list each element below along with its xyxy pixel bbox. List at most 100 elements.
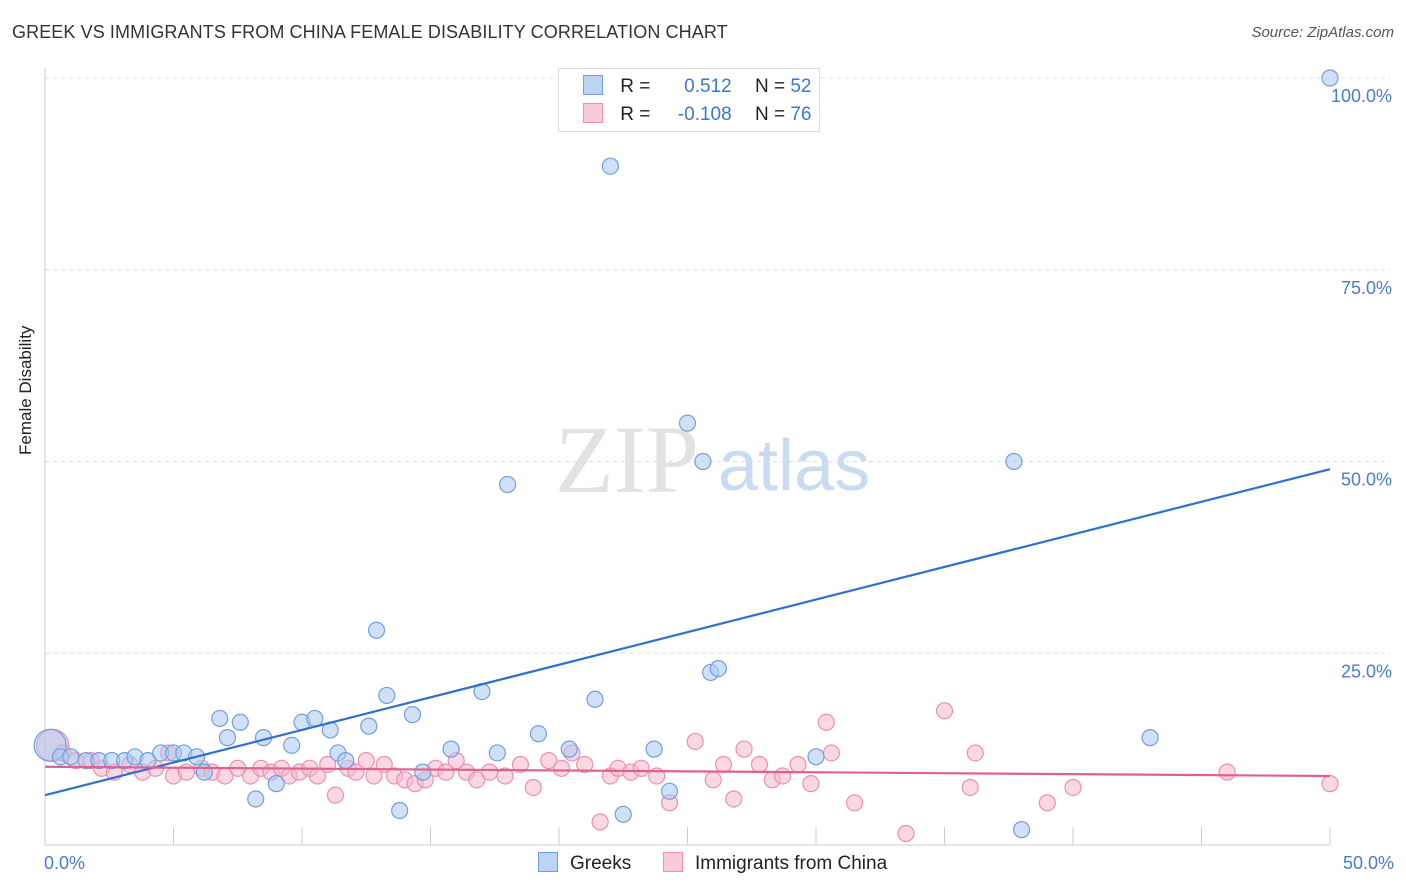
watermark-zip: ZIP <box>555 406 699 513</box>
greeks-point <box>267 775 285 793</box>
y-tick-label: 50.0% <box>1341 470 1392 490</box>
greeks-swatch <box>583 75 603 95</box>
greeks-point <box>442 740 460 758</box>
greeks-point <box>807 748 825 766</box>
china-point <box>802 775 820 793</box>
greeks-trend-line <box>44 468 1331 797</box>
china-point <box>1218 763 1236 781</box>
greeks-point <box>694 452 712 471</box>
greeks-point <box>231 713 249 731</box>
china-point <box>817 713 835 731</box>
china-point <box>496 767 514 785</box>
greeks-point <box>195 763 213 781</box>
legend-row-greeks: R = 0.512 N = 52 <box>583 75 811 98</box>
bottom-legend-greeks: Greeks <box>538 852 631 875</box>
china-point <box>773 767 792 785</box>
china-point <box>468 771 486 789</box>
greeks-point <box>360 717 378 735</box>
greeks-point <box>1141 729 1159 747</box>
china-r-value: -0.108 <box>677 104 732 125</box>
china-point <box>591 813 609 831</box>
greeks-point <box>391 801 409 820</box>
china-point <box>540 752 558 770</box>
greeks-point <box>211 709 229 728</box>
greeks-point <box>586 690 604 708</box>
greeks-point <box>367 621 386 639</box>
china-point <box>632 759 650 777</box>
greeks-point <box>1321 69 1339 87</box>
china-trend-line <box>44 765 1331 778</box>
y-tick-label: 25.0% <box>1341 661 1392 681</box>
china-point <box>481 763 499 781</box>
greeks-n-label: N = <box>754 76 786 97</box>
greeks-point <box>645 740 663 758</box>
china-point <box>576 755 594 774</box>
china-point <box>897 824 915 843</box>
china-point <box>177 763 195 781</box>
y-tick-label: 75.0% <box>1341 278 1392 298</box>
greeks-point <box>499 475 517 494</box>
china-point <box>961 778 979 797</box>
china-point <box>704 771 722 789</box>
china-point <box>326 786 345 804</box>
source-credit: Source: ZipAtlas.com <box>1251 24 1394 41</box>
y-axis-label: Female Disability <box>16 325 35 455</box>
china-point <box>511 755 530 774</box>
greeks-point <box>560 740 578 758</box>
china-point <box>750 755 769 774</box>
greeks-r-value: 0.512 <box>684 76 732 97</box>
bottom-china-label: Immigrants from China <box>695 853 888 874</box>
china-point <box>552 759 571 777</box>
greeks-point <box>529 725 548 743</box>
greeks-point <box>306 709 324 728</box>
china-point <box>365 767 383 785</box>
greeks-point <box>414 763 432 781</box>
bottom-greeks-label: Greeks <box>570 853 632 874</box>
greeks-r-label: R = <box>620 76 651 97</box>
china-point <box>966 744 984 762</box>
china-point <box>1321 775 1339 793</box>
greeks-point <box>709 659 727 678</box>
greeks-point <box>678 414 697 432</box>
china-r-label: R = <box>620 104 651 125</box>
chart-title: GREEK VS IMMIGRANTS FROM CHINA FEMALE DI… <box>12 22 728 42</box>
watermark-atlas: atlas <box>718 426 870 506</box>
greeks-point <box>378 686 396 705</box>
bottom-china-swatch <box>663 852 683 872</box>
china-n-label: N = <box>754 104 786 125</box>
china-point <box>725 790 743 808</box>
china-point <box>789 755 807 774</box>
x-tick-label-min: 0.0% <box>44 853 85 873</box>
greeks-point <box>488 744 506 762</box>
greeks-point <box>337 752 355 770</box>
china-swatch <box>583 103 603 123</box>
china-n-value: 76 <box>790 104 812 125</box>
china-point <box>524 778 542 797</box>
bottom-legend-china: Immigrants from China <box>663 852 887 875</box>
china-point <box>437 763 455 781</box>
china-point <box>357 752 375 770</box>
greeks-point <box>62 748 80 766</box>
y-tick-label: 100.0% <box>1331 86 1392 106</box>
china-point <box>1038 794 1056 812</box>
greeks-point <box>614 805 632 823</box>
greeks-point <box>403 706 422 724</box>
greeks-point <box>247 790 265 808</box>
greeks-point <box>601 157 620 175</box>
correlation-legend: R = 0.512 N = 52 R = -0.108 N = 76 <box>558 68 820 132</box>
greeks-point <box>218 729 237 747</box>
china-point <box>845 794 864 812</box>
china-point <box>822 744 841 762</box>
china-point <box>1064 778 1082 797</box>
bottom-greeks-swatch <box>538 852 558 872</box>
greeks-point <box>1012 821 1031 839</box>
greeks-point <box>660 782 679 800</box>
china-point <box>735 740 753 758</box>
greeks-n-value: 52 <box>790 76 812 97</box>
legend-row-china: R = -0.108 N = 76 <box>583 103 811 126</box>
china-point <box>935 702 954 720</box>
china-point <box>686 732 704 751</box>
greeks-point <box>283 736 301 754</box>
x-tick-label-max: 50.0% <box>1343 853 1394 873</box>
